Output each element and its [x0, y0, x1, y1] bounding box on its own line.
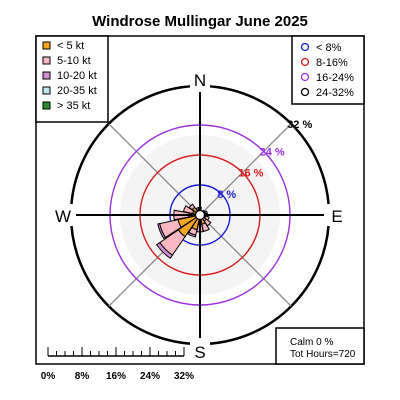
speed-legend-swatch — [42, 56, 51, 65]
speed-legend-label: > 35 kt — [57, 100, 90, 112]
petal-315-bin1 — [188, 203, 196, 211]
ring-legend-marker — [300, 42, 310, 52]
ring-label-24pct: 24 % — [260, 146, 285, 158]
chart-title: Windrose Mullingar June 2025 — [92, 13, 308, 30]
diagonal-spoke — [108, 123, 201, 216]
hours-label: Tot Hours=720 — [290, 349, 356, 360]
calm-box — [275, 327, 365, 365]
ring-legend-marker — [300, 87, 310, 97]
petal-225-bin2 — [156, 241, 174, 259]
speed-legend-label: < 5 kt — [57, 40, 84, 52]
scale-bar-label: 0% — [41, 371, 56, 382]
speed-legend-label: 10-20 kt — [57, 70, 97, 82]
speed-legend-label: 20-35 kt — [57, 85, 97, 97]
ring-legend-label: 24-32% — [316, 87, 354, 99]
ring-legend-marker — [300, 57, 310, 67]
speed-legend-label: 5-10 kt — [57, 55, 91, 67]
compass-label-n: N — [194, 71, 206, 90]
ring-label-8pct: 8 % — [217, 189, 236, 201]
speed-legend-swatch — [42, 101, 51, 110]
petal-247.5-bin2 — [157, 222, 167, 240]
center-dot — [194, 209, 206, 221]
petal-202.5-bin2 — [187, 231, 197, 238]
compass-label-e: E — [331, 207, 342, 226]
plot-frame — [35, 35, 365, 365]
ring-label-32pct: 32 % — [287, 119, 312, 131]
compass-label-w: W — [55, 207, 71, 226]
scale-bar-label: 8% — [75, 371, 90, 382]
speed-legend-swatch — [42, 71, 51, 80]
ring-legend-label: 16-24% — [316, 72, 354, 84]
calm-label: Calm 0 % — [290, 337, 333, 348]
scale-bar-label: 24% — [140, 371, 160, 382]
scale-bar-label: 16% — [106, 371, 126, 382]
scale-bar-label: 32% — [174, 371, 194, 382]
petal-337.5-bin1 — [195, 207, 200, 211]
ring-label-16pct: 16 % — [238, 168, 263, 180]
ring-legend-label: 8-16% — [316, 57, 348, 69]
ring-legend-label: < 8% — [316, 42, 342, 54]
petal-292.5-bin1 — [182, 205, 195, 215]
speed-legend-swatch — [42, 86, 51, 95]
ring-legend-marker — [300, 72, 310, 82]
diagonal-spoke — [199, 123, 292, 216]
diagonal-spoke — [199, 214, 292, 307]
speed-legend-swatch — [42, 41, 51, 50]
compass-label-s: S — [194, 343, 205, 362]
